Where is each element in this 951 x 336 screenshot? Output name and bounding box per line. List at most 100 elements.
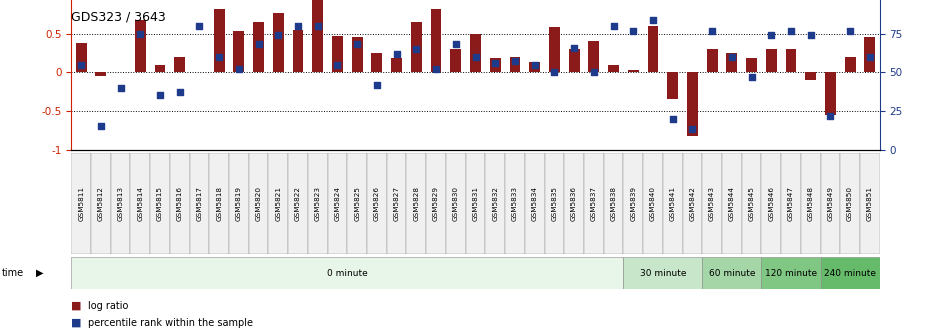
Text: GSM5832: GSM5832 <box>493 186 498 221</box>
Text: 0 minute: 0 minute <box>327 268 368 278</box>
Point <box>606 23 621 29</box>
Text: GSM5840: GSM5840 <box>650 186 656 221</box>
Bar <box>446 153 466 254</box>
Text: GSM5831: GSM5831 <box>473 186 478 221</box>
Bar <box>209 153 229 254</box>
Bar <box>801 153 821 254</box>
Bar <box>860 153 880 254</box>
Point <box>586 70 601 75</box>
Bar <box>451 49 461 72</box>
Point <box>211 54 226 59</box>
Bar <box>505 153 525 254</box>
Bar <box>95 72 107 76</box>
Bar <box>391 58 402 72</box>
Point <box>823 113 838 118</box>
Bar <box>545 153 564 254</box>
Text: time: time <box>2 268 24 278</box>
Bar <box>411 22 422 72</box>
Point <box>803 33 818 38</box>
Text: GSM5819: GSM5819 <box>236 186 242 221</box>
Bar <box>569 49 579 72</box>
Text: 30 minute: 30 minute <box>640 268 686 278</box>
Bar <box>490 57 500 72</box>
Bar <box>470 34 481 72</box>
Bar <box>268 153 288 254</box>
Bar <box>668 72 678 99</box>
Bar <box>766 49 777 72</box>
Point <box>231 67 246 72</box>
Point <box>172 90 187 95</box>
Bar <box>707 49 717 72</box>
Text: GSM5821: GSM5821 <box>276 186 281 221</box>
Point <box>744 74 759 80</box>
Bar <box>174 57 185 72</box>
Bar <box>805 72 816 80</box>
Point <box>665 116 680 121</box>
Bar <box>249 153 268 254</box>
Point <box>863 54 878 59</box>
Point <box>646 17 661 23</box>
Bar <box>406 153 426 254</box>
Bar <box>293 30 303 72</box>
Point <box>725 54 740 59</box>
Text: GSM5818: GSM5818 <box>216 186 223 221</box>
Bar <box>71 153 91 254</box>
Bar <box>623 153 643 254</box>
Bar <box>387 153 406 254</box>
Text: GSM5812: GSM5812 <box>98 186 104 221</box>
Text: GSM5826: GSM5826 <box>374 186 379 221</box>
Bar <box>312 0 323 72</box>
Bar <box>702 257 762 289</box>
Text: GSM5850: GSM5850 <box>847 186 853 221</box>
Text: GSM5849: GSM5849 <box>827 186 833 221</box>
Bar <box>821 153 841 254</box>
Point <box>507 59 522 64</box>
Point <box>429 67 444 72</box>
Bar <box>525 153 545 254</box>
Text: GSM5829: GSM5829 <box>433 186 439 221</box>
Point <box>152 93 167 98</box>
Text: GSM5846: GSM5846 <box>768 186 774 221</box>
Bar <box>189 153 209 254</box>
Bar <box>229 153 249 254</box>
Text: GSM5815: GSM5815 <box>157 186 163 221</box>
Bar <box>466 153 485 254</box>
Bar <box>352 38 362 72</box>
Bar <box>648 26 658 72</box>
Bar <box>727 53 737 72</box>
Text: GSM5835: GSM5835 <box>552 186 557 221</box>
Text: GSM5822: GSM5822 <box>295 186 301 221</box>
Text: GSM5844: GSM5844 <box>728 186 735 221</box>
Point <box>350 42 365 47</box>
Point <box>310 23 325 29</box>
Bar <box>762 257 821 289</box>
Bar <box>91 153 110 254</box>
Text: GSM5839: GSM5839 <box>631 186 636 221</box>
Point <box>567 45 582 50</box>
Point <box>547 70 562 75</box>
Text: ■: ■ <box>71 318 82 328</box>
Bar <box>628 70 639 72</box>
Bar <box>604 153 623 254</box>
Text: GDS323 / 3643: GDS323 / 3643 <box>71 10 166 23</box>
Text: GSM5837: GSM5837 <box>591 186 597 221</box>
Text: GSM5811: GSM5811 <box>78 186 85 221</box>
Text: log ratio: log ratio <box>88 301 128 311</box>
Bar <box>71 257 623 289</box>
Bar <box>663 153 683 254</box>
Bar <box>234 31 244 72</box>
Bar <box>510 57 520 72</box>
Bar <box>328 153 347 254</box>
Bar <box>549 28 560 72</box>
Text: GSM5842: GSM5842 <box>689 186 695 221</box>
Bar <box>623 257 702 289</box>
Point <box>369 82 384 87</box>
Text: GSM5847: GSM5847 <box>788 186 794 221</box>
Bar <box>747 57 757 72</box>
Point <box>192 23 207 29</box>
Point <box>330 62 345 67</box>
Bar <box>864 38 875 72</box>
Bar <box>742 153 762 254</box>
Text: percentile rank within the sample: percentile rank within the sample <box>88 318 254 328</box>
Bar <box>431 9 441 72</box>
